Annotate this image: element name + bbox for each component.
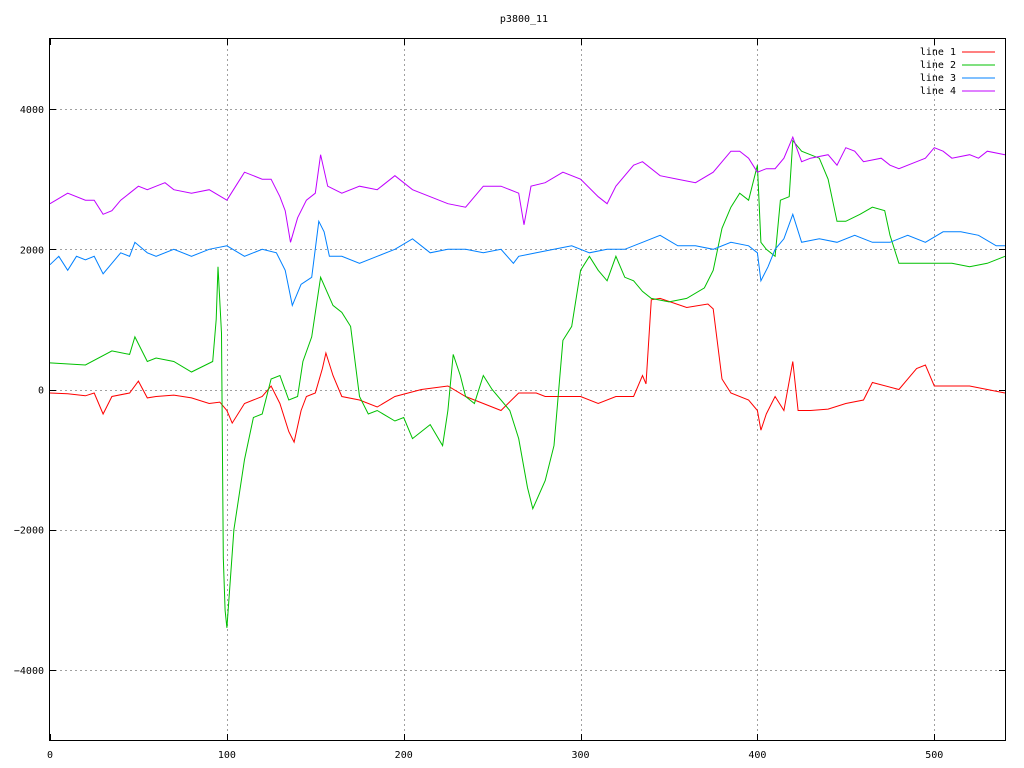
grid-lines — [50, 39, 1005, 740]
axis-ticks: 0 100 200 300 400 500 −4000 −2000 0 2000 4000 — [14, 39, 1005, 761]
legend: line 1 line 2 line 3 line 4 — [920, 47, 995, 97]
chart-title: p3800_11 — [500, 14, 548, 25]
y-tick-label: −2000 — [14, 526, 44, 537]
series-lines — [49, 135, 1006, 628]
legend-label-3: line 3 — [920, 73, 956, 84]
x-tick-label: 200 — [395, 750, 413, 761]
x-tick-label: 100 — [218, 750, 236, 761]
x-tick-label: 300 — [572, 750, 590, 761]
y-tick-label: 2000 — [20, 245, 44, 256]
plot-frame — [49, 38, 1006, 741]
series-line-4 — [49, 135, 1006, 243]
y-tick-label: 0 — [38, 386, 44, 397]
series-line-3 — [49, 212, 1005, 308]
y-tick-label: −4000 — [14, 666, 44, 677]
x-tick-label: 500 — [925, 750, 943, 761]
legend-label-2: line 2 — [920, 60, 956, 71]
series-line-1 — [49, 297, 1006, 444]
x-tick-label: 0 — [47, 750, 53, 761]
series-line-2 — [49, 139, 1006, 628]
legend-label-4: line 4 — [920, 86, 956, 97]
legend-label-1: line 1 — [920, 47, 956, 58]
x-tick-label: 400 — [748, 750, 766, 761]
y-tick-label: 4000 — [20, 105, 44, 116]
